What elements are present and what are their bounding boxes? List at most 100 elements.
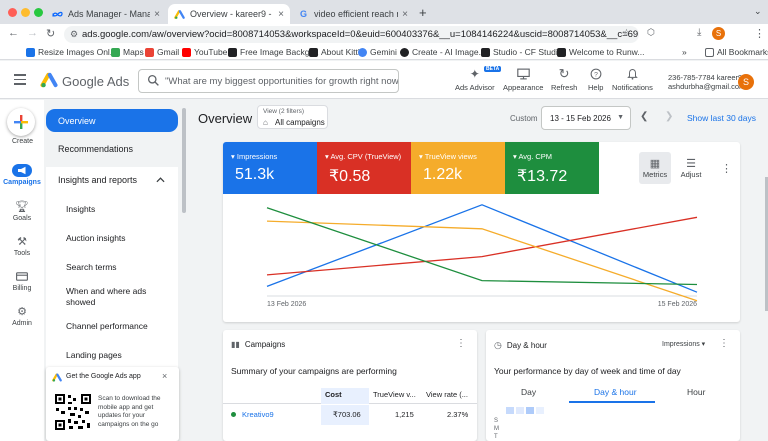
help-button[interactable]: ? Help xyxy=(588,67,603,92)
rail-item-goals[interactable]: 🏆︎ Goals xyxy=(12,201,32,222)
bookmark-item[interactable]: Create - AI Image... xyxy=(400,47,486,57)
adjust-icon: ☰ xyxy=(686,158,696,170)
tab-title: Ads Manager - Manage ads xyxy=(68,9,151,19)
nav-sub-search-terms[interactable]: Search terms xyxy=(66,262,117,272)
more-menu-icon[interactable]: ⋮ xyxy=(754,28,765,40)
main-scrollbar[interactable] xyxy=(765,177,768,311)
account-email: ashdurbha@gmail.com xyxy=(668,82,746,91)
date-range-picker[interactable]: 13 - 15 Feb 2026 ▼ xyxy=(541,106,631,130)
extension-icon[interactable]: ⬡ xyxy=(647,27,655,37)
metric-selector[interactable]: Impressions ▾ xyxy=(662,341,706,348)
bookmark-item[interactable]: YouTube xyxy=(182,47,227,57)
reload-icon[interactable]: ↻ xyxy=(46,28,56,40)
nav-scrollbar[interactable] xyxy=(182,108,186,213)
bookmark-item[interactable]: Studio - CF Studio xyxy=(481,47,562,57)
series-line-0 xyxy=(266,204,698,293)
notifications-button[interactable]: Notifications xyxy=(612,67,653,92)
metric-tile-avg-cpm[interactable]: ▾ Avg. CPM ₹13.72 xyxy=(505,142,599,194)
close-tab-icon[interactable]: × xyxy=(154,8,160,20)
maximize-window-button[interactable] xyxy=(34,8,43,17)
new-tab-button[interactable]: + xyxy=(419,5,427,20)
bookmark-item[interactable]: About Kittl xyxy=(309,47,360,57)
close-window-button[interactable] xyxy=(8,8,17,17)
chevron-up-icon[interactable] xyxy=(156,177,165,183)
nav-sub-when-where-ads-showed[interactable]: When and where ads showed xyxy=(66,286,147,307)
account-info[interactable]: 236-785-7784 kareer9 ashdurbha@gmail.com xyxy=(668,73,745,91)
nav-item-overview[interactable]: Overview xyxy=(46,109,178,132)
show-last-30-days-link[interactable]: Show last 30 days xyxy=(687,113,756,123)
table-header-row: Cost TrueView v... View rate (... xyxy=(223,388,477,404)
ads-advisor-button[interactable]: ✦ Ads Advisor xyxy=(455,67,495,92)
sparkle-icon: ✦ xyxy=(469,67,480,81)
bookmark-item[interactable]: Resize Images Onl... xyxy=(26,47,117,57)
profile-avatar[interactable]: S xyxy=(712,27,725,40)
refresh-button[interactable]: ↻ Refresh xyxy=(551,66,578,92)
browser-tab[interactable]: G video efficient reach means × xyxy=(292,4,414,24)
maps-icon xyxy=(111,47,120,57)
close-tab-icon[interactable]: × xyxy=(278,8,284,20)
nav-item-recommendations[interactable]: Recommendations xyxy=(58,144,134,154)
column-header-views[interactable]: TrueView v... xyxy=(373,390,416,399)
column-header-view-rate[interactable]: View rate (... xyxy=(426,390,468,399)
bookmark-favicon-icon xyxy=(481,47,490,57)
all-bookmarks[interactable]: All Bookmarks xyxy=(705,47,768,57)
menu-icon[interactable] xyxy=(14,74,26,88)
rail-item-campaigns[interactable]: Campaigns xyxy=(0,164,44,186)
google-ads-logo-icon xyxy=(40,72,58,88)
rail-item-billing[interactable]: Billing xyxy=(0,270,44,292)
previous-period-icon[interactable]: ❮ xyxy=(640,111,649,122)
back-icon[interactable]: ← xyxy=(8,27,19,39)
bookmarks-overflow-icon[interactable]: » xyxy=(682,47,687,57)
promo-text: Scan to download the mobile app and get … xyxy=(98,395,161,428)
nav-sub-landing-pages[interactable]: Landing pages xyxy=(66,350,122,360)
nav-group-title[interactable]: Insights and reports xyxy=(58,175,138,185)
avatar[interactable]: S xyxy=(738,74,754,90)
metric-tile-trueview-views[interactable]: ▾ TrueView views 1.22k xyxy=(411,142,505,194)
metric-tile-impressions[interactable]: ▾ Impressions 51.3k xyxy=(223,142,317,194)
close-tab-icon[interactable]: × xyxy=(402,8,408,20)
ads-search-input[interactable]: "What are my biggest opportunities for g… xyxy=(138,69,399,93)
card-more-icon[interactable]: ⋮ xyxy=(719,338,729,349)
bookmark-favicon-icon xyxy=(557,47,566,57)
forward-icon[interactable]: → xyxy=(27,27,38,39)
rail-item-admin[interactable]: ⚙ Admin xyxy=(12,306,32,327)
address-bar[interactable]: ⚙ ads.google.com/aw/overview?ocid=800871… xyxy=(64,26,639,43)
tab-day-and-hour[interactable]: Day & hour xyxy=(594,387,637,397)
tab-search-icon[interactable]: ⌄ xyxy=(754,6,762,16)
tab-day[interactable]: Day xyxy=(521,387,537,397)
metric-tile-avg-cpv[interactable]: ▾ Avg. CPV (TrueView) ₹0.58 xyxy=(317,142,411,194)
bookmark-item[interactable]: Gemini xyxy=(358,47,397,57)
google-search-favicon-icon: G xyxy=(299,9,307,19)
nav-sub-insights[interactable]: Insights xyxy=(66,204,96,214)
adjust-button[interactable]: ☰ Adjust xyxy=(680,158,702,179)
close-icon[interactable]: × xyxy=(162,371,168,381)
next-period-icon[interactable]: ❯ xyxy=(665,111,674,122)
campaign-name-link[interactable]: Kreativo9 xyxy=(242,410,274,419)
appearance-button[interactable]: Appearance xyxy=(503,67,543,92)
nav-sub-channel-performance[interactable]: Channel performance xyxy=(66,321,148,331)
table-row[interactable]: Kreativo9 ₹703.06 1,215 2.37% xyxy=(223,405,477,425)
search-placeholder: "What are my biggest opportunities for g… xyxy=(165,75,399,87)
bookmark-item[interactable]: Welcome to Runw... xyxy=(557,47,644,57)
view-filter-button[interactable]: View (2 filters) ⌂ All campaigns xyxy=(257,105,328,129)
minimize-window-button[interactable] xyxy=(21,8,30,17)
tab-hour[interactable]: Hour xyxy=(687,387,706,397)
rail-item-tools[interactable]: ⚒ Tools xyxy=(13,236,31,257)
site-info-icon[interactable]: ⚙ xyxy=(70,29,79,39)
create-button[interactable] xyxy=(7,108,35,136)
bookmark-item[interactable]: Free Image Backgr... xyxy=(228,47,319,57)
browser-tab-active[interactable]: Overview - kareer9 - Google × xyxy=(168,4,290,24)
metrics-button[interactable]: ▦ Metrics xyxy=(639,152,671,184)
bookmark-item[interactable]: Maps xyxy=(111,47,144,57)
bookmark-item[interactable]: Gmail xyxy=(145,47,179,57)
nav-sub-auction-insights[interactable]: Auction insights xyxy=(66,233,126,243)
gemini-icon xyxy=(358,47,367,57)
cost-value: ₹703.06 xyxy=(333,410,361,419)
browser-tab[interactable]: Ads Manager - Manage ads × xyxy=(46,4,166,24)
card-more-icon[interactable]: ⋮ xyxy=(456,338,466,349)
heatmap-cell xyxy=(526,407,534,414)
chart-more-icon[interactable]: ⋮ xyxy=(721,163,732,175)
download-icon[interactable]: ⤓ xyxy=(697,27,702,38)
column-header-cost[interactable]: Cost xyxy=(321,388,369,404)
bookmark-star-icon[interactable]: ☆ xyxy=(622,28,631,39)
